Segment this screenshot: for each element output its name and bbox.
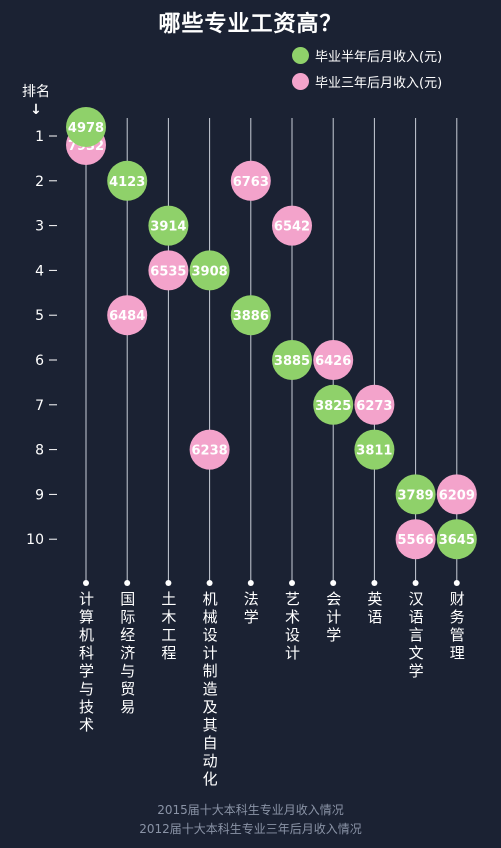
half-year-marker (148, 205, 189, 246)
category-dot (371, 580, 378, 586)
half-year-marker (354, 429, 395, 470)
half-year-marker (436, 519, 477, 560)
half-year-value-label: 3886 (233, 309, 269, 324)
three-year-marker (148, 250, 189, 291)
half-year-marker (107, 160, 148, 201)
legend-label-half-year: 毕业半年后月收入(元) (315, 49, 443, 65)
half-year-value-label: 4123 (109, 175, 145, 190)
three-year-value-label: 6426 (315, 354, 351, 369)
three-year-marker (395, 519, 436, 560)
half-year-value-label: 3645 (439, 533, 475, 548)
y-tick-label: 9 (35, 487, 44, 503)
category-dot (165, 580, 172, 586)
chart-plot: 排名 ↓ 1 2 3 4 5 6 7 8 9 10 计算机科学与技术 国际经济与贸易 土木工程 机械设计制造及… (22, 84, 477, 788)
footer-note-1: 2015届十大本科生专业月收入情况 (157, 803, 344, 817)
category-dot (247, 580, 254, 586)
y-tick-label: 4 (35, 263, 44, 279)
y-tick-label: 1 (35, 129, 44, 145)
y-tick-label: 7 (35, 398, 44, 414)
half-year-marker (66, 107, 106, 147)
y-tick-label: 5 (35, 308, 44, 324)
three-year-value-label: 6763 (233, 175, 269, 190)
half-year-marker (313, 384, 354, 425)
category-dot (453, 580, 460, 586)
legend-swatch-green (292, 46, 309, 64)
y-tick-label: 8 (35, 443, 44, 459)
y-axis-title: 排名 (22, 84, 50, 100)
half-year-marker (272, 340, 312, 380)
footer-note-2: 2012届十大本科生专业三年后月收入情况 (139, 822, 362, 836)
three-year-value-label: 6273 (356, 399, 392, 414)
category-dot (330, 580, 337, 586)
half-year-value-label: 3885 (274, 354, 310, 369)
category-label: 艺术设计 (285, 590, 300, 662)
legend-item-half-year: 毕业半年后月收入(元) (292, 44, 442, 66)
legend-swatch-pink (292, 72, 309, 90)
half-year-marker (395, 474, 436, 515)
category-dot (206, 580, 213, 586)
category-dot (124, 580, 131, 586)
half-year-value-label: 4978 (68, 121, 104, 136)
y-axis-arrow: ↓ (30, 102, 42, 118)
chart-title: 哪些专业工资高？ (158, 12, 343, 37)
three-year-marker (272, 205, 312, 246)
category-label: 法学 (244, 590, 259, 626)
y-tick-label: 2 (35, 174, 44, 190)
y-tick-label: 6 (35, 353, 44, 369)
three-year-value-label: 6542 (274, 220, 310, 235)
half-year-value-label: 3825 (315, 399, 351, 414)
legend-item-three-year: 毕业三年后月收入(元) (292, 70, 442, 92)
three-year-marker (189, 429, 230, 470)
category-label: 国际经济与贸易 (120, 590, 135, 716)
category-label: 英语 (367, 590, 382, 626)
three-year-marker (107, 295, 148, 336)
three-year-marker (230, 160, 271, 201)
category-label: 会计学 (326, 590, 341, 644)
three-year-marker (436, 474, 477, 515)
three-year-value-label: 6209 (439, 488, 475, 503)
half-year-value-label: 3789 (398, 488, 434, 503)
category-label: 计算机科学与技术 (79, 590, 94, 734)
y-tick-label: 3 (35, 219, 44, 235)
three-year-marker (354, 384, 395, 425)
three-year-value-label: 6238 (192, 444, 228, 459)
category-dot (83, 580, 89, 586)
category-label: 机械设计制造及其自动化 (203, 590, 218, 788)
three-year-value-label: 6535 (150, 264, 186, 279)
three-year-value-label: 6484 (109, 309, 145, 324)
category-label: 土木工程 (161, 590, 176, 662)
half-year-value-label: 3908 (192, 264, 228, 279)
three-year-value-label: 5566 (398, 533, 434, 548)
legend-label-three-year: 毕业三年后月收入(元) (315, 75, 443, 91)
category-dot (289, 580, 295, 586)
three-year-marker (313, 340, 354, 380)
half-year-marker (189, 250, 230, 291)
category-label: 汉语言文学 (409, 590, 424, 680)
category-dot (412, 580, 419, 586)
half-year-value-label: 3811 (356, 444, 392, 459)
category-label: 财务管理 (450, 590, 465, 662)
half-year-marker (230, 295, 271, 336)
half-year-value-label: 3914 (150, 220, 186, 235)
y-tick-label: 10 (26, 532, 44, 548)
